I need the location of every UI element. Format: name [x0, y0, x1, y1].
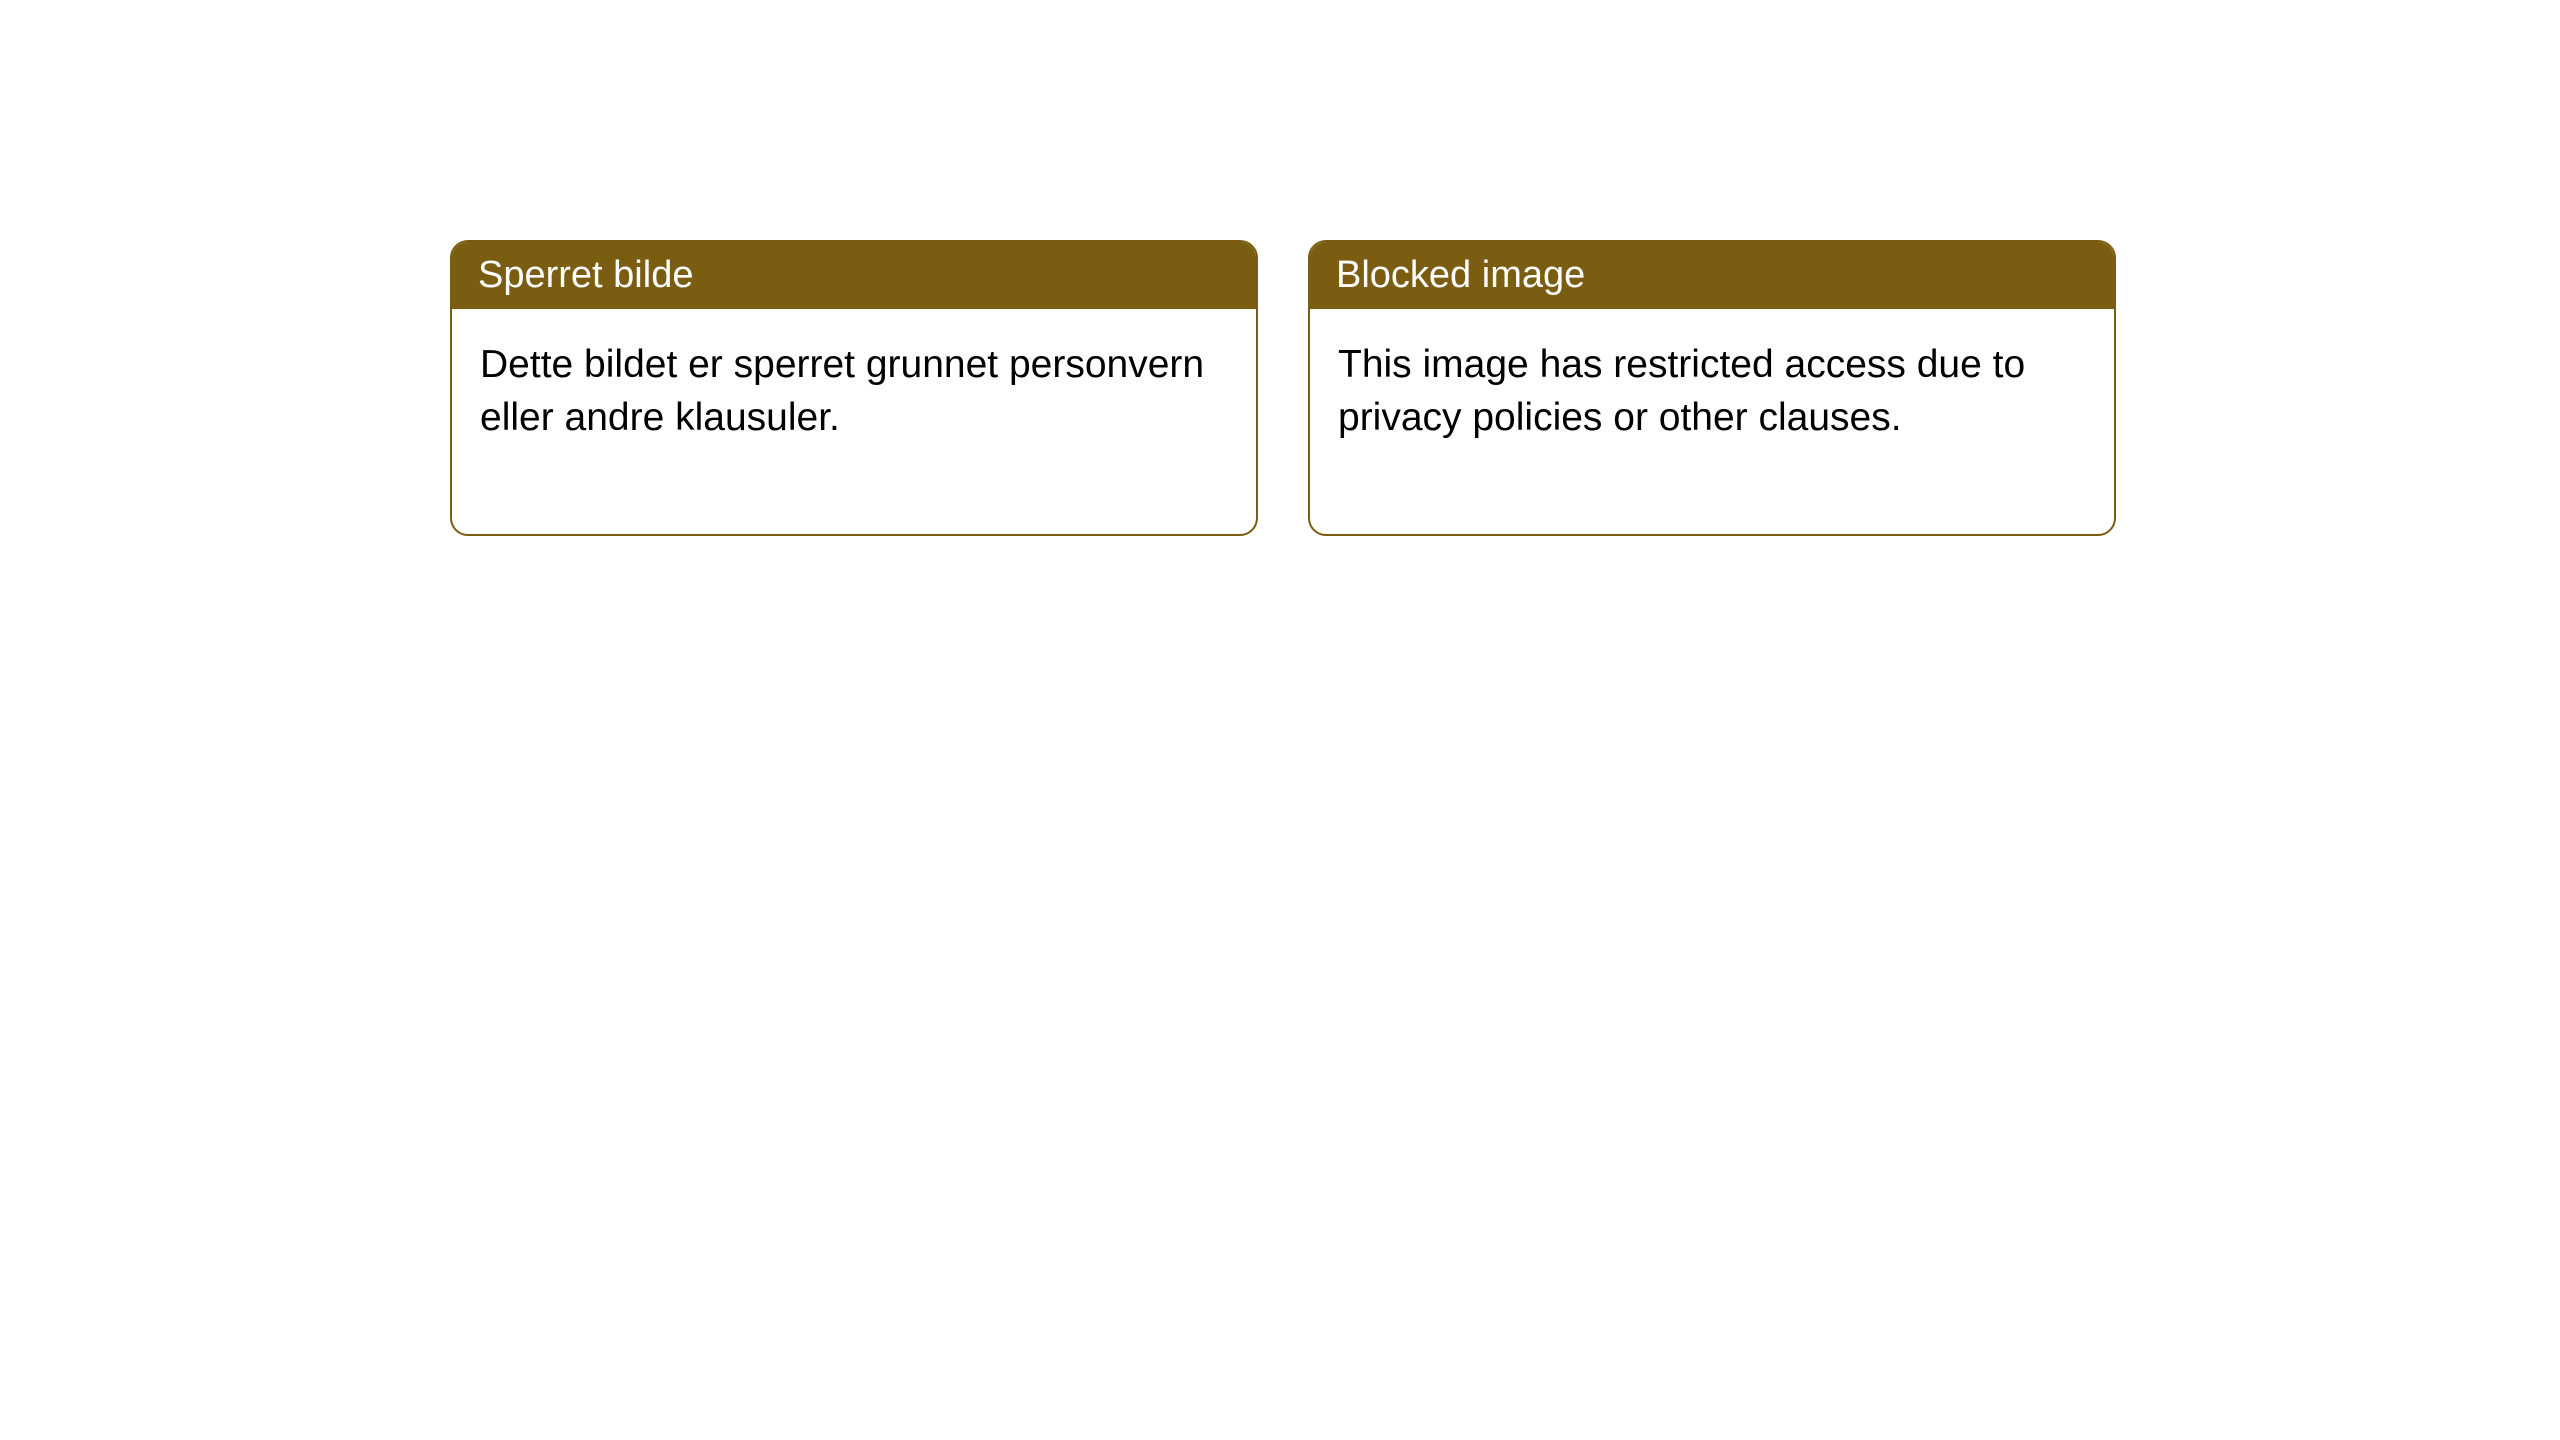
notice-body-norwegian: Dette bildet er sperret grunnet personve…: [452, 309, 1256, 534]
notice-title-english: Blocked image: [1310, 242, 2114, 309]
notice-container: Sperret bilde Dette bildet er sperret gr…: [0, 0, 2560, 536]
notice-title-norwegian: Sperret bilde: [452, 242, 1256, 309]
notice-body-english: This image has restricted access due to …: [1310, 309, 2114, 534]
notice-card-english: Blocked image This image has restricted …: [1308, 240, 2116, 536]
notice-card-norwegian: Sperret bilde Dette bildet er sperret gr…: [450, 240, 1258, 536]
